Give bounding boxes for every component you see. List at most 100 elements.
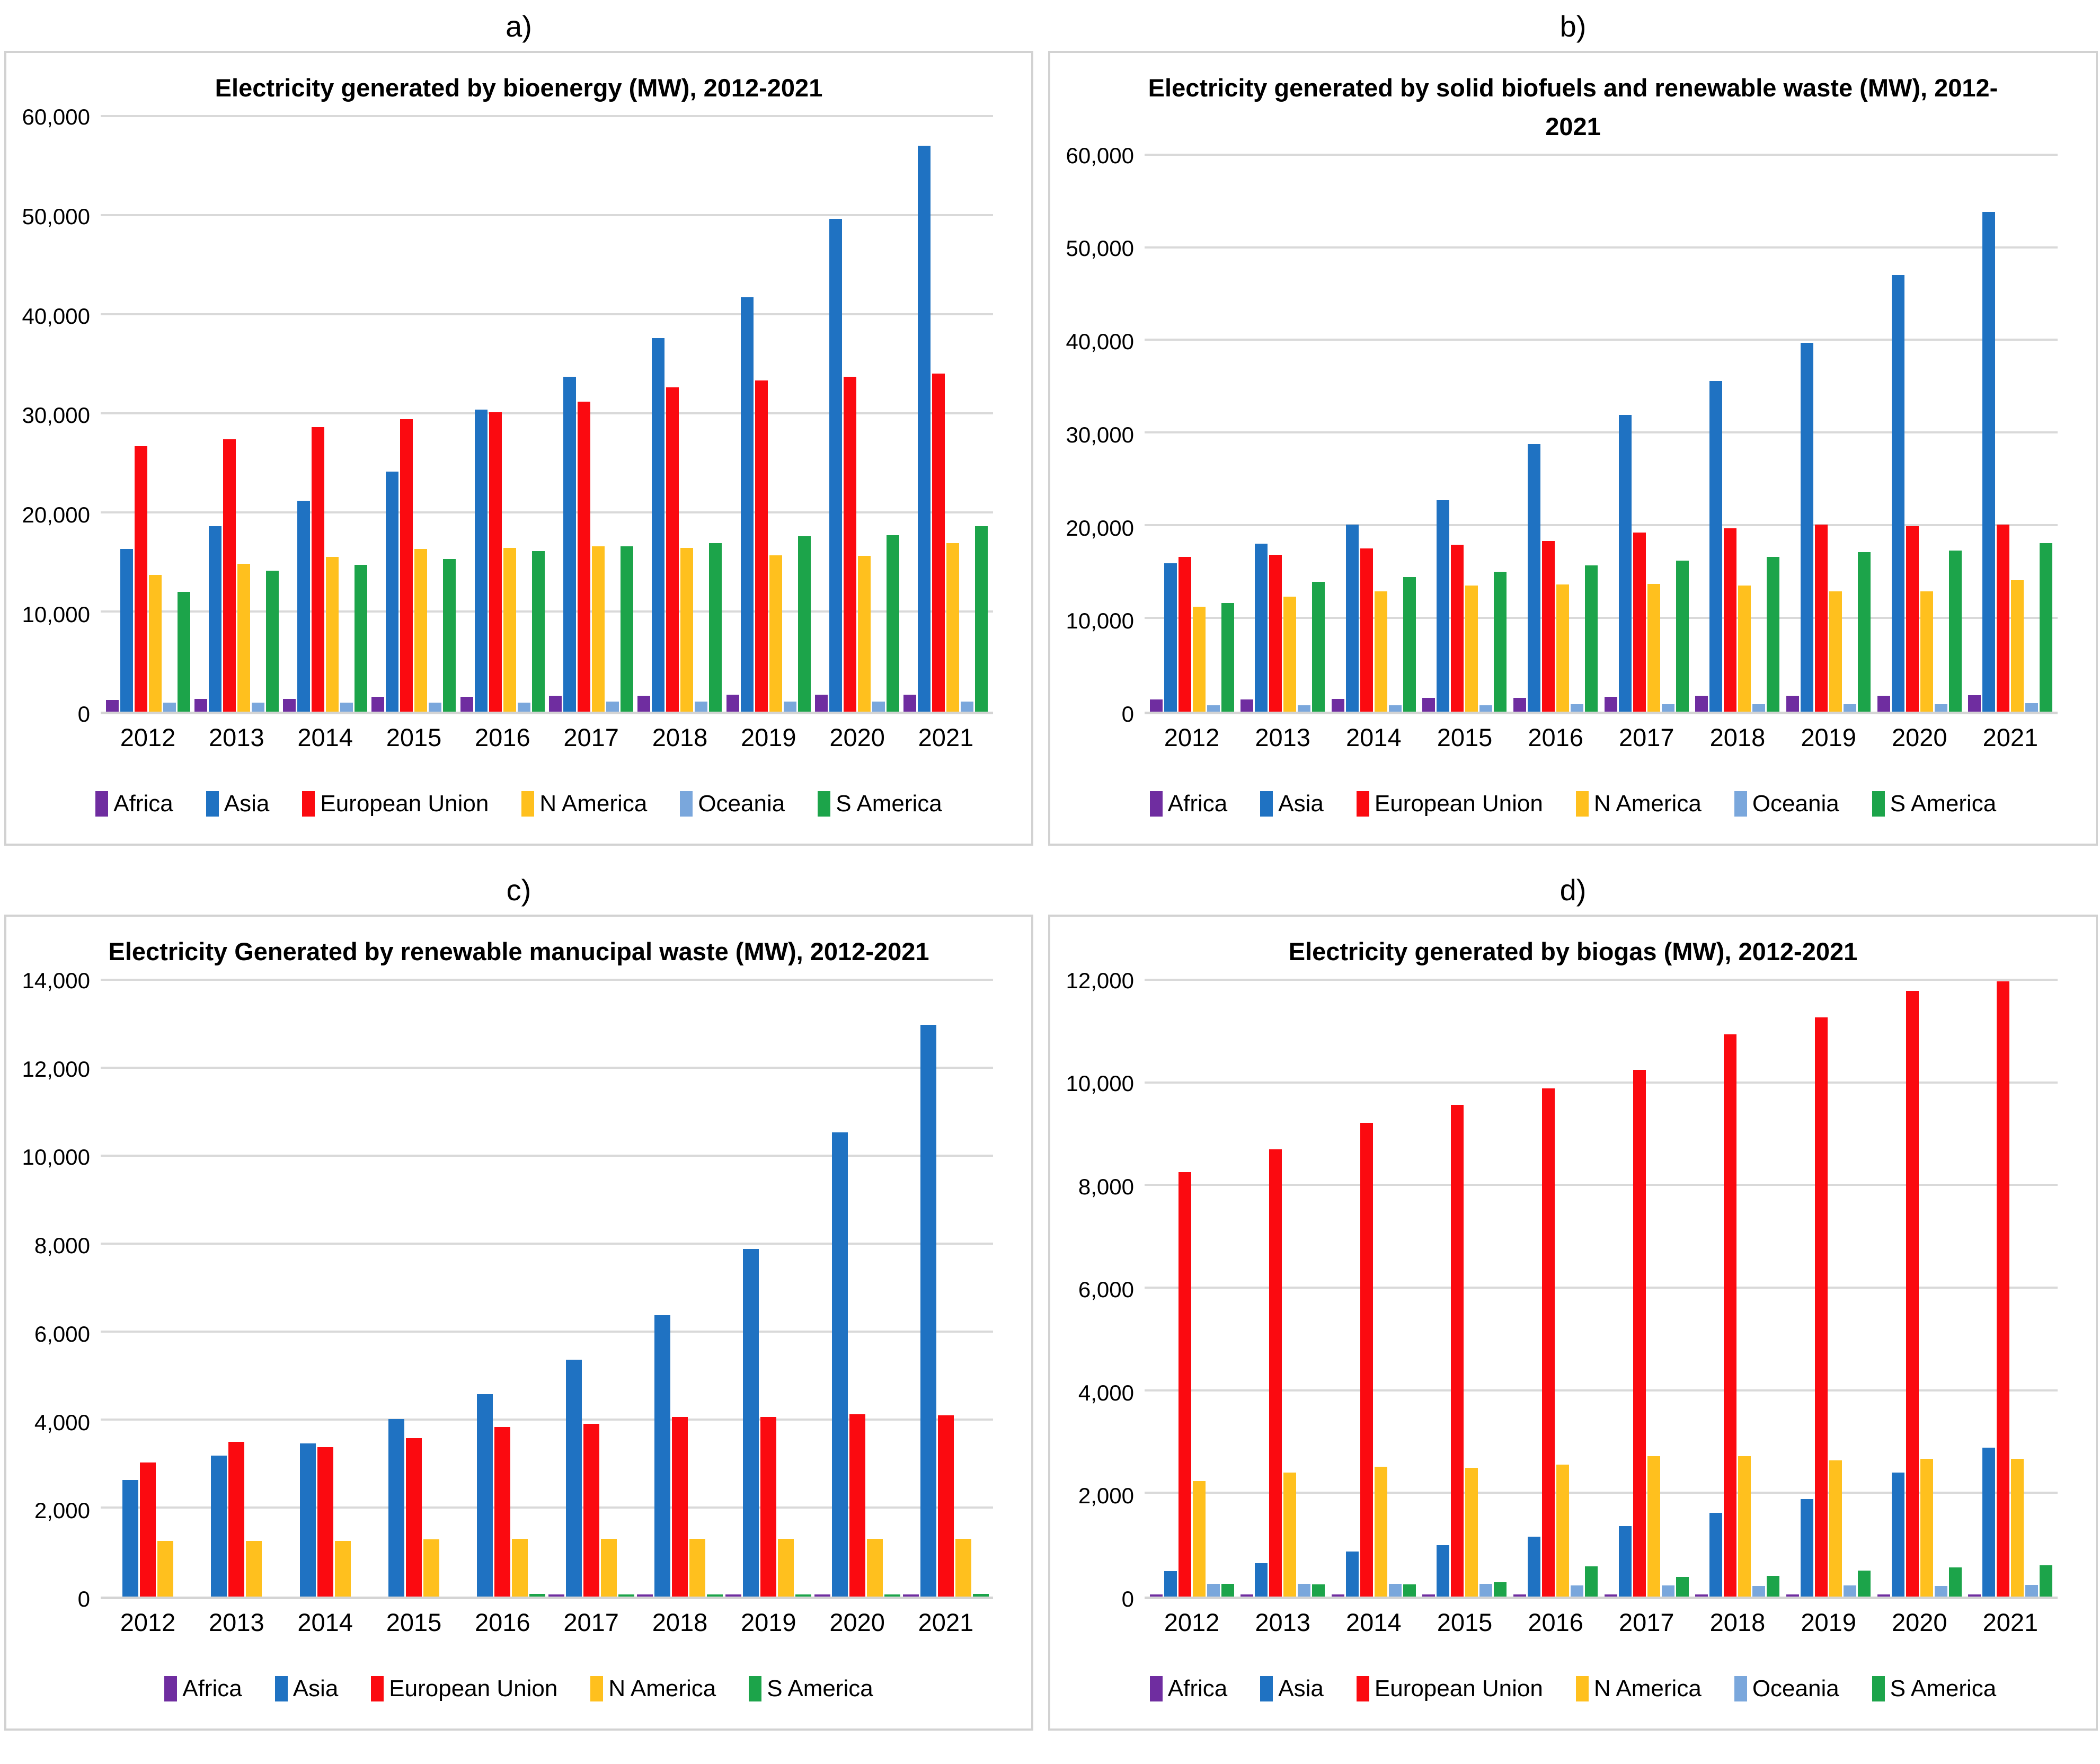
bar-asia-2015 [386, 472, 399, 712]
legend-marker-icon [680, 791, 693, 817]
bar-n-america-2016 [503, 548, 516, 712]
gridline-y-4000 [1145, 1389, 2058, 1391]
x-tick-label-2018: 2018 [652, 723, 708, 751]
x-tick-label-2016: 2016 [1528, 1608, 1583, 1636]
bar-group-2021 [1966, 156, 2054, 712]
bar-africa-2021 [902, 1594, 919, 1597]
y-tick-label-0: 0 [77, 702, 90, 726]
bar-s-america-2017 [1676, 560, 1689, 712]
bar-africa-2018 [1695, 696, 1708, 712]
x-tick-label-2021: 2021 [1982, 1608, 2039, 1636]
plot-area-a [101, 114, 993, 714]
bar-group-2016 [1512, 156, 1600, 712]
bar-africa-2012 [105, 699, 119, 712]
bar-asia-2012 [122, 1480, 138, 1597]
bar-africa-2015 [1422, 697, 1436, 712]
bar-group-2014 [1330, 981, 1417, 1597]
legend-marker-icon [1260, 1676, 1273, 1701]
y-axis-a: 0 10,000 20,000 30,000 40,000 50,000 60,000 [16, 104, 101, 726]
x-tick-label-2020: 2020 [1891, 1608, 1947, 1636]
bar-asia-2017 [565, 1360, 582, 1597]
y-tick-label-0: 0 [77, 1586, 90, 1611]
bar-oceania-2016 [1571, 1585, 1584, 1597]
chart-panel-a: Electricity generated by bioenergy (MW),… [4, 51, 1033, 846]
legend-item-asia: Asia [206, 791, 269, 817]
bar-n-america-2015 [1465, 1467, 1478, 1597]
legend-item-european-union: European Union [371, 1676, 557, 1702]
gridline-y-60000 [101, 114, 993, 117]
bar-s-america-2014 [1403, 1584, 1416, 1597]
legend-marker-icon [1149, 791, 1163, 817]
y-tick-label-10000: 10,000 [22, 602, 90, 627]
chart-title-b: Electricity generated by solid biofuels … [1148, 74, 1998, 140]
bar-s-america-2013 [1312, 1584, 1325, 1597]
bar-european-union-2020 [844, 376, 857, 712]
legend-marker-icon [1575, 1676, 1589, 1701]
bar-european-union-2018 [671, 1417, 688, 1597]
panel-label-b: b) [1560, 10, 1587, 43]
bar-s-america-2013 [1312, 582, 1325, 712]
legend-item-european-union: European Union [1356, 791, 1543, 817]
bar-asia-2020 [1891, 1472, 1904, 1597]
bar-group-2016 [458, 981, 546, 1597]
bar-n-america-2019 [769, 555, 782, 712]
bar-european-union-2013 [1269, 555, 1282, 712]
bar-asia-2016 [1528, 1536, 1541, 1597]
x-tick-label-2013: 2013 [1255, 1608, 1310, 1636]
bar-group-2018 [636, 117, 724, 712]
y-tick-label-60000: 60,000 [1066, 143, 1134, 168]
legend-item-n-america: N America [521, 791, 647, 817]
legend-label: European Union [320, 791, 489, 817]
x-tick-label-2017: 2017 [563, 1608, 619, 1636]
bar-asia-2018 [654, 1315, 670, 1597]
bar-asia-2015 [388, 1419, 404, 1597]
x-tick-label-2016: 2016 [475, 1608, 530, 1636]
bar-s-america-2012 [1221, 1583, 1234, 1597]
gridline-y-2000 [1145, 1492, 2058, 1494]
bar-european-union-2015 [400, 419, 413, 712]
bar-oceania-2017 [606, 702, 619, 712]
legend-marker-icon [590, 1676, 604, 1701]
bar-n-america-2014 [334, 1540, 351, 1597]
y-tick-label-30000: 30,000 [22, 403, 90, 428]
bar-european-union-2018 [666, 387, 679, 712]
bar-european-union-2012 [1178, 1172, 1191, 1597]
bar-european-union-2017 [578, 401, 591, 712]
chart-area-a: 0 10,000 20,000 30,000 40,000 50,000 60,000 [6, 104, 1031, 726]
bar-africa-2018 [1695, 1594, 1708, 1597]
bar-asia-2017 [1618, 1526, 1632, 1597]
legend-label: S America [836, 791, 942, 817]
bar-n-america-2013 [237, 564, 250, 712]
gridline-y-30000 [101, 412, 993, 414]
bar-oceania-2012 [163, 703, 176, 712]
bar-european-union-2020 [849, 1414, 865, 1597]
x-tick-label-2020: 2020 [1891, 723, 1947, 751]
chart-title-c: Electricity Generated by renewable manuc… [108, 937, 929, 965]
y-tick-label-14000: 14,000 [22, 968, 90, 993]
bar-european-union-2017 [583, 1423, 599, 1597]
bar-group-2019 [724, 117, 812, 712]
panel-cell-c: c) Electricity Generated by renewable ma… [4, 870, 1033, 1731]
bar-africa-2019 [1786, 1594, 1800, 1597]
bar-european-union-2012 [134, 446, 147, 712]
bar-africa-2014 [1331, 698, 1344, 712]
bar-group-2017 [1602, 156, 1690, 712]
y-tick-label-4000: 4,000 [34, 1410, 90, 1435]
gridline-y-6000 [101, 1330, 993, 1333]
legend-item-africa: Africa [1149, 1676, 1227, 1702]
bar-group-2020 [1875, 981, 1963, 1597]
bar-oceania-2018 [1752, 704, 1766, 712]
panel-cell-b: b) Electricity generated by solid biofue… [1048, 6, 2098, 846]
bar-asia-2019 [740, 297, 754, 712]
x-tick-label-2019: 2019 [1801, 723, 1856, 751]
bar-group-2020 [1875, 156, 1963, 712]
bar-africa-2013 [1240, 1594, 1254, 1597]
bar-oceania-2017 [1661, 1585, 1674, 1597]
x-tick-label-2020: 2020 [829, 723, 885, 751]
bar-group-2013 [192, 981, 280, 1597]
legend-marker-icon [1356, 791, 1369, 817]
bar-n-america-2016 [512, 1539, 528, 1597]
gridline-y-12000 [1145, 978, 2058, 981]
gridline-y-4000 [101, 1418, 993, 1421]
bar-european-union-2017 [1633, 1070, 1646, 1597]
